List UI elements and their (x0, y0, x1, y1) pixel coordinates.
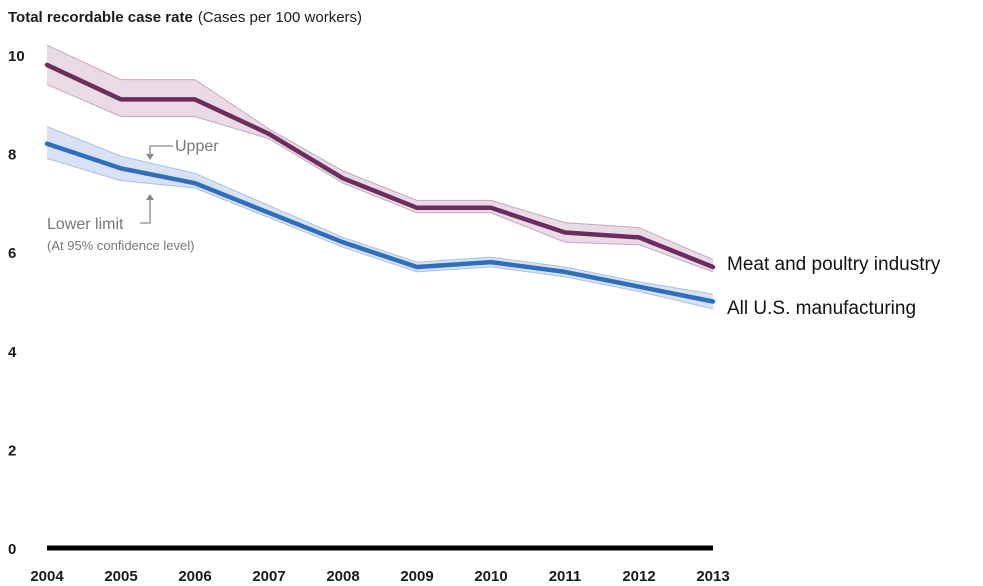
x-tick-label: 2013 (696, 568, 729, 585)
x-axis-ticks: 2004 2005 2006 2007 2008 2009 2010 2011 2012 2013 (30, 568, 729, 585)
y-tick-label: 6 (8, 245, 16, 262)
series-line-0 (44, 62, 716, 270)
y-tick-label: 10 (8, 48, 25, 65)
upper-limit-line-0 (46, 44, 714, 261)
lower-arrow-head (146, 194, 154, 200)
upper-arrow-head (146, 154, 154, 160)
y-tick-label: 8 (8, 147, 16, 164)
lower-arrow (140, 197, 151, 224)
series-line-1 (44, 141, 716, 304)
upper-annotation: Upper (175, 138, 219, 155)
x-tick-label: 2007 (252, 568, 285, 585)
confidence-band-1 (47, 126, 713, 309)
upper-arrow (149, 145, 173, 157)
lower-limit-line-0 (46, 84, 714, 273)
x-tick-label: 2012 (622, 568, 655, 585)
x-tick-label: 2011 (549, 568, 582, 585)
series-label-0: Meat and poultry industry (727, 254, 941, 275)
confidence-bands (46, 44, 714, 310)
y-axis-ticks: 0 2 4 6 8 10 (8, 48, 25, 558)
upper-limit-line-1 (46, 126, 714, 295)
x-tick-label: 2008 (326, 568, 359, 585)
chart-title-bold: Total recordable case rate (8, 9, 193, 26)
chart-title-units: (Cases per 100 workers) (198, 9, 362, 26)
x-tick-label: 2004 (30, 568, 64, 585)
chart-title: Total recordable case rate (Cases per 100… (8, 9, 362, 26)
confidence-band-0 (47, 45, 713, 272)
x-tick-label: 2005 (104, 568, 137, 585)
x-tick-label: 2006 (178, 568, 211, 585)
x-tick-label: 2009 (400, 568, 433, 585)
y-tick-label: 4 (8, 344, 17, 361)
confidence-annotation: Upper Lower limit (At 95% confidence lev… (47, 138, 219, 253)
x-tick-label: 2010 (474, 568, 507, 585)
series-lines (44, 62, 716, 304)
y-tick-label: 2 (8, 442, 16, 459)
lower-limit-line-1 (46, 158, 714, 310)
series-label-1: All U.S. manufacturing (727, 298, 916, 319)
confidence-note: (At 95% confidence level) (47, 238, 194, 253)
lower-annotation: Lower limit (47, 216, 124, 233)
series-labels: Meat and poultry industry All U.S. manufa… (727, 254, 941, 319)
y-tick-label: 0 (8, 541, 16, 558)
